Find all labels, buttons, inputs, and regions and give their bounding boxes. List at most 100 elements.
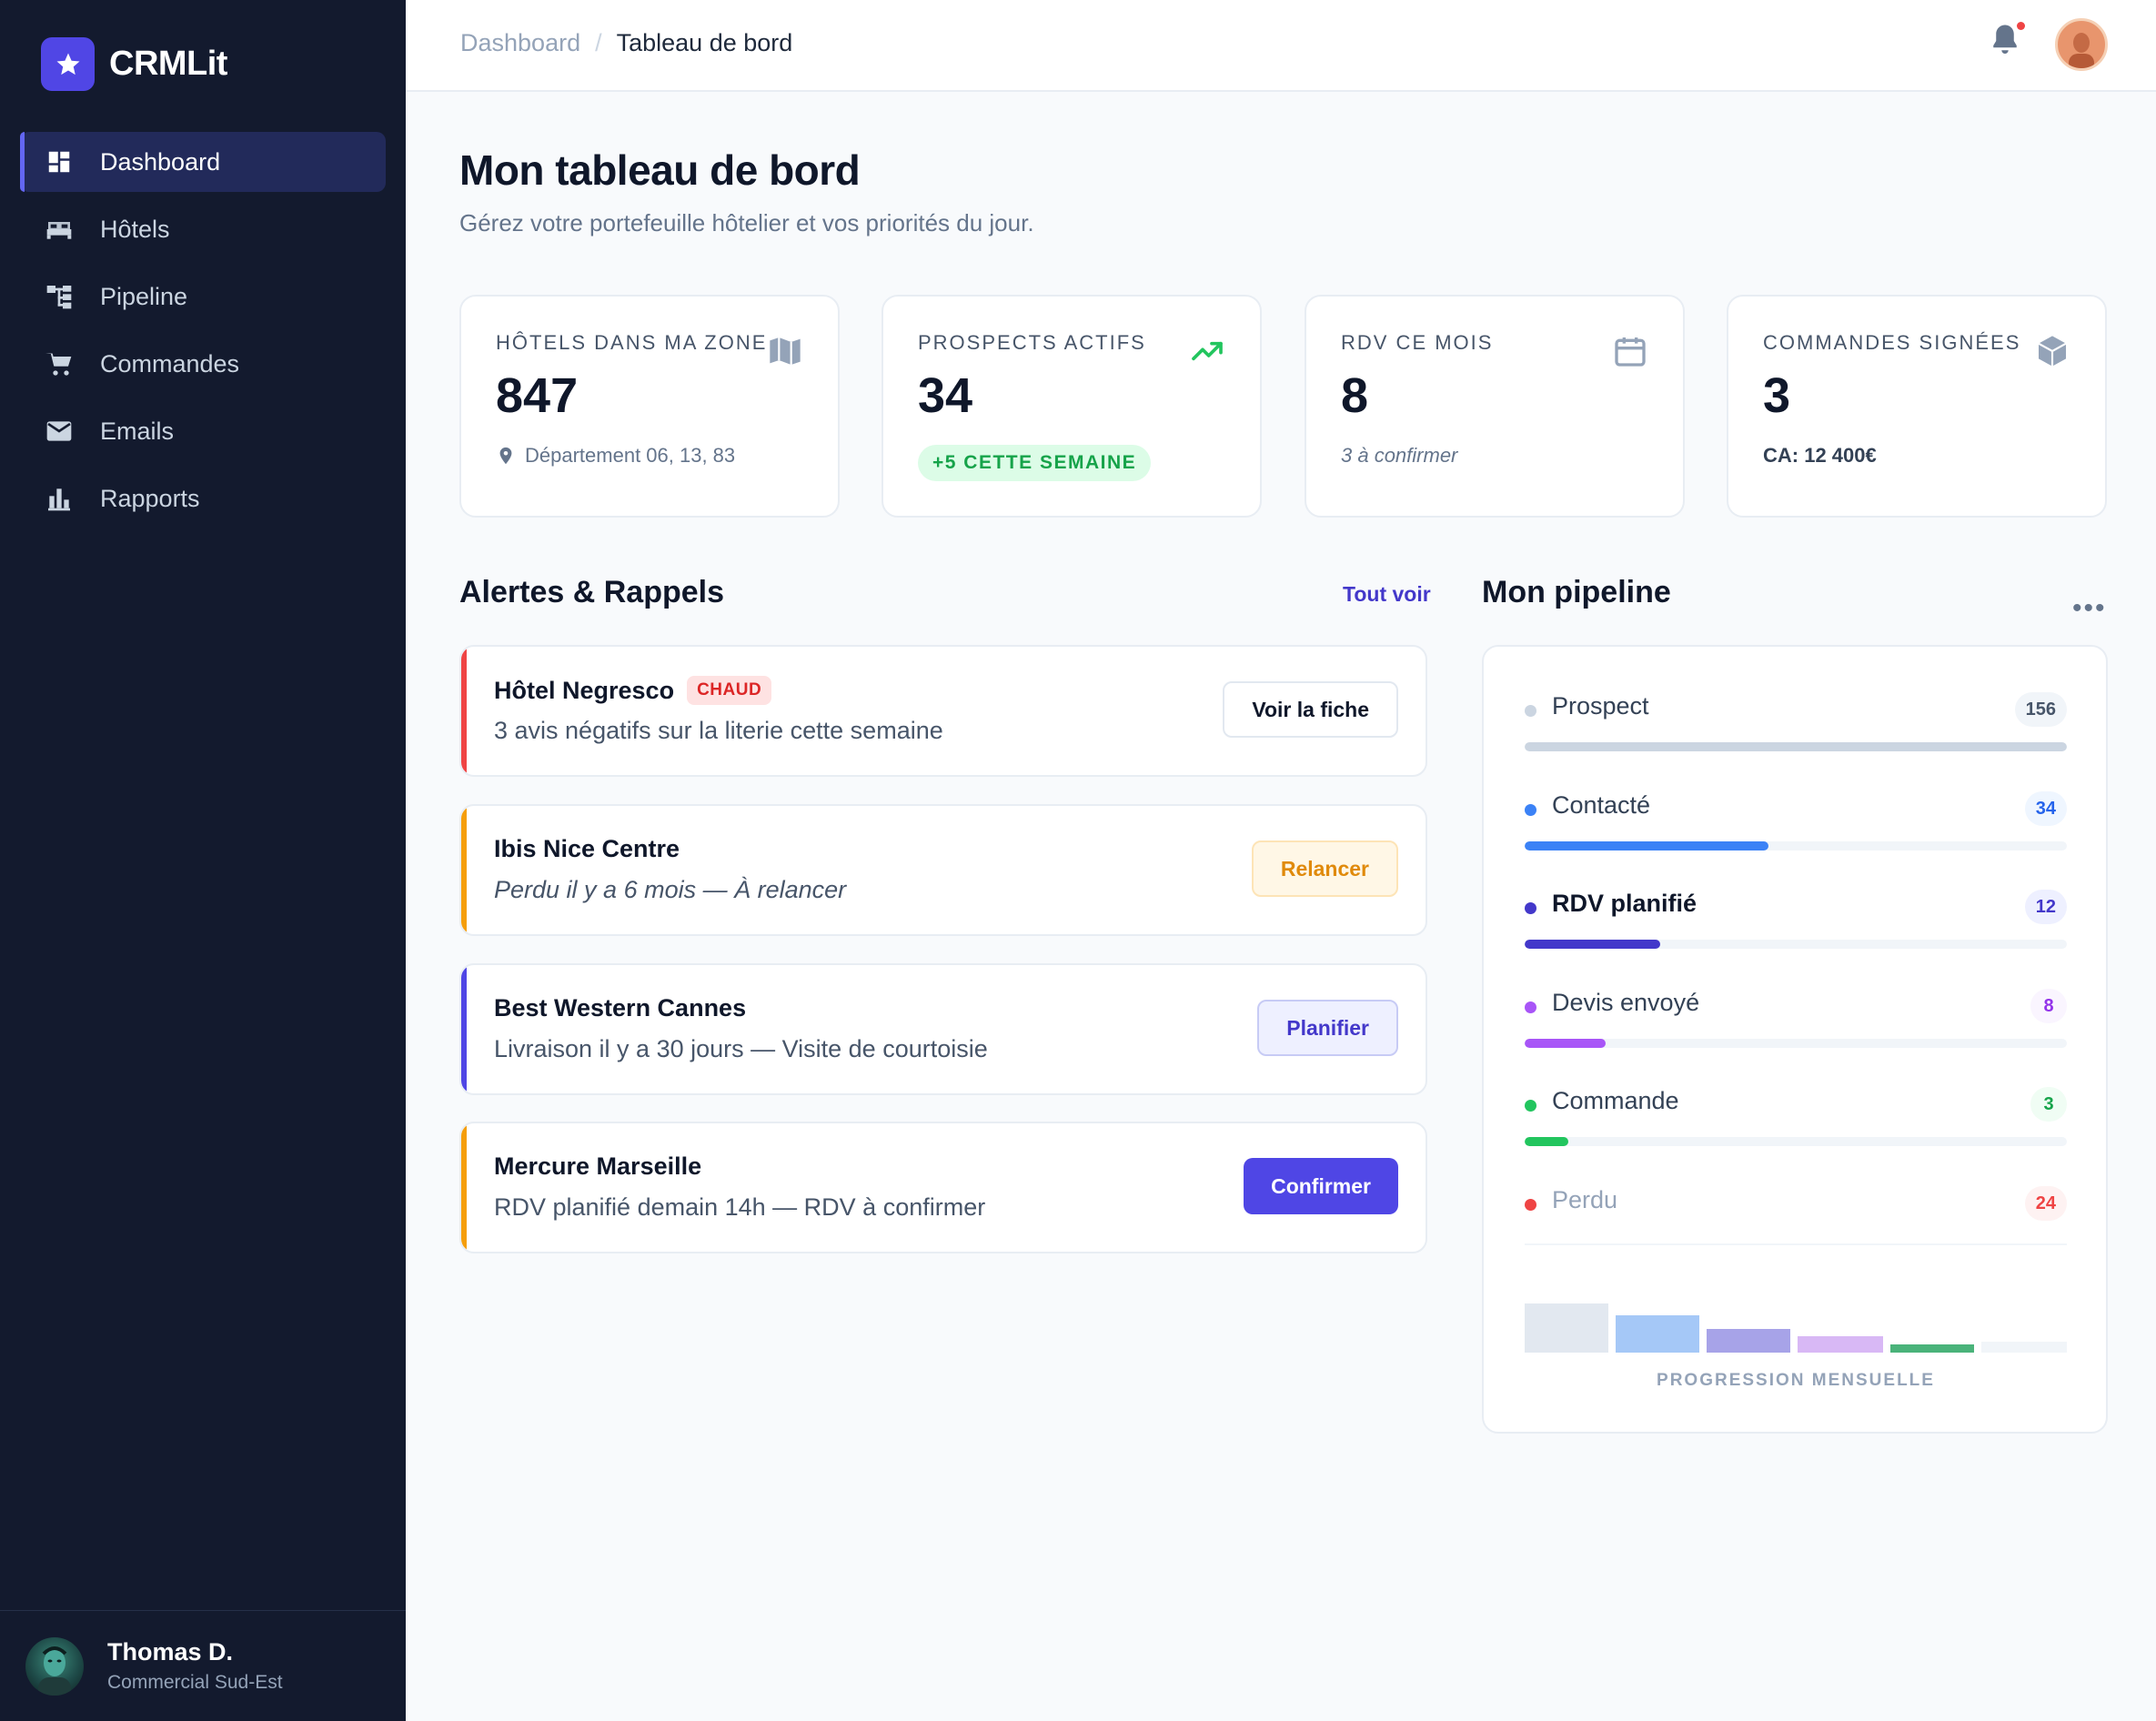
stage-progress-track (1525, 940, 2067, 949)
mini-bar (1707, 1329, 1790, 1353)
alert-card[interactable]: Hôtel Negresco CHAUD 3 avis négatifs sur… (459, 645, 1427, 777)
stat-value: 3 (1763, 368, 1791, 423)
alert-description: Livraison il y a 30 jours — Visite de co… (494, 1035, 988, 1062)
hierarchy-icon (42, 279, 76, 314)
alert-description: 3 avis négatifs sur la literie cette sem… (494, 717, 943, 744)
weekly-delta-badge: +5 CETTE SEMAINE (918, 445, 1152, 481)
breadcrumb-current: Tableau de bord (616, 29, 793, 56)
follow-up-button[interactable]: Relancer (1251, 840, 1398, 897)
stage-dot (1525, 1100, 1536, 1112)
stat-card-hotels[interactable]: HÔTELS DANS MA ZONE 847 Département 06, … (459, 295, 840, 518)
stat-value: 34 (918, 368, 973, 423)
stage-count: 3 (2030, 1087, 2067, 1122)
user-role: Commercial Sud-Est (107, 1672, 283, 1693)
page-title: Mon tableau de bord (459, 146, 861, 194)
stage-dot (1525, 1199, 1536, 1211)
brand[interactable]: CRMLit (41, 37, 227, 91)
stage-progress-track (1525, 1137, 2067, 1146)
stat-card-prospects[interactable]: PROSPECTS ACTIFS 34 +5 CETTE SEMAINE (882, 295, 1262, 518)
mini-bar (1525, 1303, 1608, 1353)
sidebar-item-pipeline[interactable]: Pipeline (20, 267, 386, 327)
alert-accent (461, 965, 467, 1093)
bed-icon (42, 212, 76, 247)
pipeline-title: Mon pipeline (1482, 575, 1671, 609)
avatar[interactable] (2055, 18, 2108, 71)
stage-label: Contacté (1552, 791, 1651, 819)
alert-description: Perdu il y a 6 mois — À relancer (494, 876, 847, 903)
alert-accent (461, 647, 467, 775)
alert-accent (461, 1123, 467, 1252)
monthly-progress-mini-chart (1525, 1302, 2067, 1353)
breadcrumb: Dashboard / Tableau de bord (460, 29, 792, 57)
confirm-button[interactable]: Confirmer (1244, 1158, 1398, 1214)
sidebar: CRMLit Dashboard Hôtels Pipeline Command… (0, 0, 406, 1721)
stage-count: 24 (2024, 1186, 2067, 1221)
stat-foot: CA: 12 400€ (1763, 444, 1877, 467)
sidebar-nav: Dashboard Hôtels Pipeline Commandes Emai… (20, 132, 386, 536)
stage-count: 156 (2014, 692, 2067, 727)
schedule-button[interactable]: Planifier (1257, 1000, 1398, 1056)
sidebar-item-label: Dashboard (100, 147, 221, 176)
alert-title: Ibis Nice Centre (494, 835, 680, 862)
sidebar-item-rapports[interactable]: Rapports (20, 468, 386, 528)
stage-count: 12 (2024, 890, 2067, 924)
sidebar-item-dashboard[interactable]: Dashboard (20, 132, 386, 192)
user-profile[interactable]: Thomas D. Commercial Sud-Est (0, 1610, 406, 1721)
stage-dot (1525, 1001, 1536, 1013)
stat-card-rdv[interactable]: RDV CE MOIS 8 3 à confirmer (1305, 295, 1685, 518)
dashboard-icon (42, 145, 76, 179)
stat-foot: 3 à confirmer (1341, 444, 1458, 467)
sidebar-item-emails[interactable]: Emails (20, 401, 386, 461)
stat-value: 8 (1341, 368, 1369, 423)
stat-foot-text: Département 06, 13, 83 (525, 444, 736, 467)
stat-foot: Département 06, 13, 83 (496, 444, 735, 468)
stat-label: RDV CE MOIS (1341, 331, 1494, 354)
alert-title-text: Hôtel Negresco (494, 676, 675, 704)
hot-tag: CHAUD (687, 676, 772, 705)
avatar (25, 1636, 84, 1696)
mail-icon (42, 414, 76, 448)
pipeline-card: Prospect 156 Contacté 34 RDV planifié 12… (1482, 645, 2108, 1434)
stage-progress-track (1525, 841, 2067, 850)
stat-card-commandes[interactable]: COMMANDES SIGNÉES 3 CA: 12 400€ (1727, 295, 2107, 518)
alert-description: RDV planifié demain 14h — RDV à confirme… (494, 1193, 986, 1221)
brand-name: CRMLit (109, 45, 227, 83)
stage-label: Commande (1552, 1087, 1679, 1114)
stat-foot: +5 CETTE SEMAINE (918, 445, 1152, 481)
stat-value: 847 (496, 368, 579, 423)
sidebar-item-commandes[interactable]: Commandes (20, 334, 386, 394)
sidebar-item-hotels[interactable]: Hôtels (20, 199, 386, 259)
mini-bar (1798, 1336, 1883, 1353)
stat-label: HÔTELS DANS MA ZONE (496, 331, 768, 354)
sidebar-item-label: Rapports (100, 484, 200, 512)
notification-dot (2017, 22, 2025, 30)
alerts-title: Alertes & Rappels (459, 575, 724, 609)
alert-card[interactable]: Mercure Marseille RDV planifié demain 14… (459, 1122, 1427, 1253)
location-pin-icon (499, 447, 512, 465)
notifications-bell-icon[interactable] (1989, 22, 2025, 62)
see-all-link[interactable]: Tout voir (1343, 582, 1431, 606)
stage-dot (1525, 902, 1536, 914)
topbar: Dashboard / Tableau de bord (406, 0, 2156, 92)
stage-progress-fill (1525, 940, 1660, 949)
stage-label: Perdu (1552, 1186, 1618, 1213)
alert-card[interactable]: Best Western Cannes Livraison il y a 30 … (459, 963, 1427, 1095)
mini-bar (1890, 1344, 1974, 1353)
alert-title: Hôtel Negresco CHAUD (494, 676, 772, 705)
stage-progress-fill (1525, 742, 2067, 751)
stage-label: RDV planifié (1552, 890, 1698, 917)
more-options-icon[interactable]: ••• (2072, 593, 2107, 623)
stat-label: PROSPECTS ACTIFS (918, 331, 1146, 354)
breadcrumb-root[interactable]: Dashboard (460, 29, 581, 56)
mini-bar (1981, 1342, 2067, 1353)
stage-progress-track (1525, 1039, 2067, 1048)
stage-count: 8 (2030, 989, 2067, 1023)
stage-count: 34 (2024, 791, 2067, 826)
alert-card[interactable]: Ibis Nice Centre Perdu il y a 6 mois — À… (459, 804, 1427, 936)
page-subtitle: Gérez votre portefeuille hôtelier et vos… (459, 209, 1034, 237)
alert-accent (461, 806, 467, 934)
cart-icon (42, 347, 76, 381)
sidebar-item-label: Commandes (100, 349, 240, 377)
view-record-button[interactable]: Voir la fiche (1223, 681, 1398, 738)
box-icon (2034, 333, 2070, 369)
